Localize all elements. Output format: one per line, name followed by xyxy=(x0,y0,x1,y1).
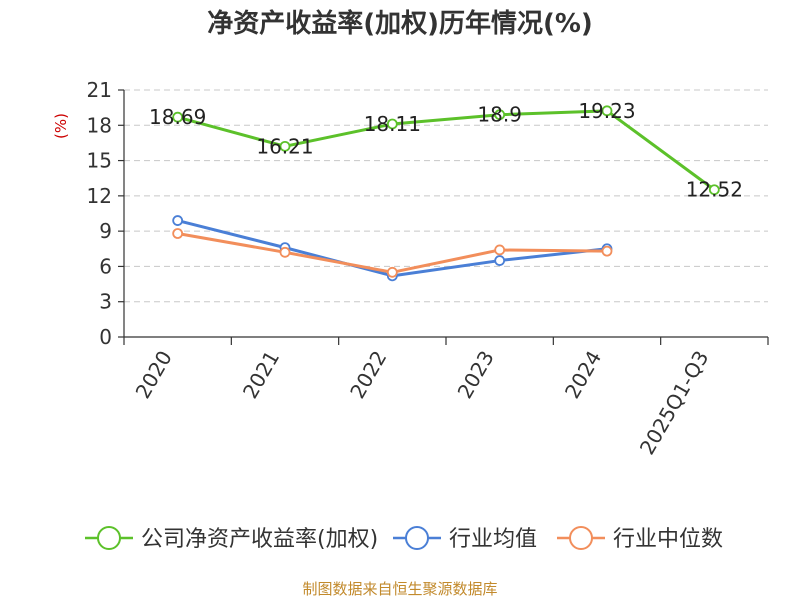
x-tick-label: 2025Q1-Q3 xyxy=(635,347,714,459)
data-point-marker xyxy=(386,266,398,278)
data-point-marker xyxy=(279,246,291,258)
legend-label-1: 行业均值 xyxy=(449,527,537,552)
y-tick-label: 18 xyxy=(87,113,112,137)
y-tick-label: 15 xyxy=(87,149,112,173)
source-note: 制图数据来自恒生聚源数据库 xyxy=(302,580,497,598)
data-label: 12.52 xyxy=(686,178,743,202)
legend: 公司净资产收益率(加权) 行业均值 行业中位数 xyxy=(85,526,723,552)
legend-label-0: 公司净资产收益率(加权) xyxy=(141,527,378,552)
data-label: 18.11 xyxy=(364,112,421,136)
legend-label-2: 行业中位数 xyxy=(613,527,723,552)
legend-marker-2 xyxy=(569,526,593,550)
x-tick-label: 2022 xyxy=(345,347,391,403)
x-tick-label: 2021 xyxy=(238,347,284,403)
series-lines xyxy=(172,105,720,282)
x-tick-label: 2023 xyxy=(453,346,499,402)
y-tick-label: 12 xyxy=(87,184,112,208)
data-point-marker xyxy=(172,111,184,123)
legend-marker-0 xyxy=(97,526,121,550)
data-label: 18.9 xyxy=(477,103,522,127)
y-tick-label: 9 xyxy=(99,219,112,243)
chart-title: 净资产收益率(加权)历年情况(%) xyxy=(207,8,593,39)
data-labels: 18.69 16.21 18.11 18.9 19.23 12.52 xyxy=(149,99,743,202)
data-point-marker xyxy=(279,140,291,152)
y-tick-label: 0 xyxy=(99,325,112,349)
series-line-2 xyxy=(177,232,608,274)
data-label: 19.23 xyxy=(578,99,635,123)
axes: 0 3 6 9 12 15 18 21 2020 2021 2022 2023 2024 2025Q1-Q… xyxy=(87,78,769,459)
x-tick-label: 2020 xyxy=(131,347,177,403)
y-axis-unit-label: (%) xyxy=(52,113,70,139)
data-point-marker xyxy=(494,244,506,256)
data-point-marker xyxy=(494,255,506,266)
y-tick-label: 21 xyxy=(87,78,112,102)
legend-marker-1 xyxy=(405,526,429,550)
data-point-marker xyxy=(494,109,506,121)
grid-lines xyxy=(124,89,768,303)
data-point-marker xyxy=(601,245,613,257)
series-line-0 xyxy=(177,109,716,191)
data-point-marker xyxy=(172,215,184,226)
data-point-marker xyxy=(601,105,613,117)
y-tick-label: 3 xyxy=(99,290,112,314)
data-point-marker xyxy=(708,184,720,196)
data-label: 18.69 xyxy=(149,105,206,129)
x-tick-label: 2024 xyxy=(560,347,606,403)
y-tick-label: 6 xyxy=(99,254,112,278)
data-point-marker xyxy=(386,118,398,130)
data-point-marker xyxy=(172,228,184,239)
data-label: 16.21 xyxy=(256,134,313,158)
